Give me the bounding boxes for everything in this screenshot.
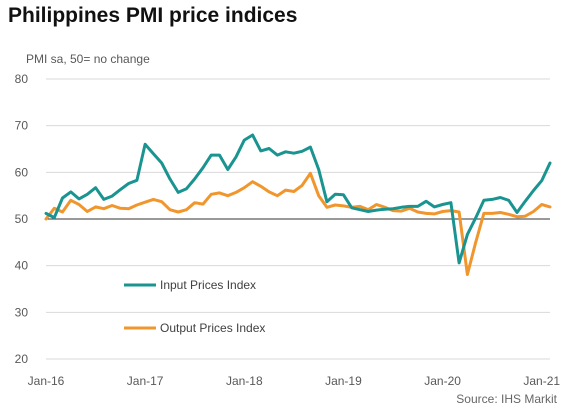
chart-title: Philippines PMI price indices — [8, 4, 298, 27]
y-axis-label: PMI sa, 50= no change — [26, 52, 150, 66]
source-note: Source: IHS Markit — [456, 392, 557, 406]
y-tick-50: 50 — [15, 212, 29, 226]
legend-label-input-prices-index: Input Prices Index — [160, 278, 256, 292]
x-tick-Jan-19: Jan-19 — [325, 374, 362, 388]
legend: Input Prices Index Output Prices Index — [124, 278, 265, 335]
x-tick-Jan-16: Jan-16 — [28, 374, 65, 388]
y-tick-40: 40 — [15, 259, 29, 273]
y-tick-80: 80 — [15, 72, 29, 86]
legend-label-output-prices-index: Output Prices Index — [160, 321, 265, 335]
y-tick-20: 20 — [15, 352, 29, 366]
x-tick-labels: Jan-16 Jan-17 Jan-18 Jan-19 Jan-20 Jan-21 — [28, 374, 561, 388]
x-tick-Jan-21: Jan-21 — [523, 374, 560, 388]
x-tick-Jan-17: Jan-17 — [127, 374, 164, 388]
y-tick-60: 60 — [15, 165, 29, 179]
y-tick-70: 70 — [15, 119, 29, 133]
series-line-input-prices-index — [44, 133, 552, 265]
series-lines — [44, 133, 552, 276]
y-tick-labels: 20 30 40 50 60 70 80 — [15, 72, 29, 366]
series-line-output-prices-index — [44, 171, 552, 276]
y-tick-30: 30 — [15, 305, 29, 319]
x-tick-Jan-20: Jan-20 — [424, 374, 461, 388]
x-tick-Jan-18: Jan-18 — [226, 374, 263, 388]
